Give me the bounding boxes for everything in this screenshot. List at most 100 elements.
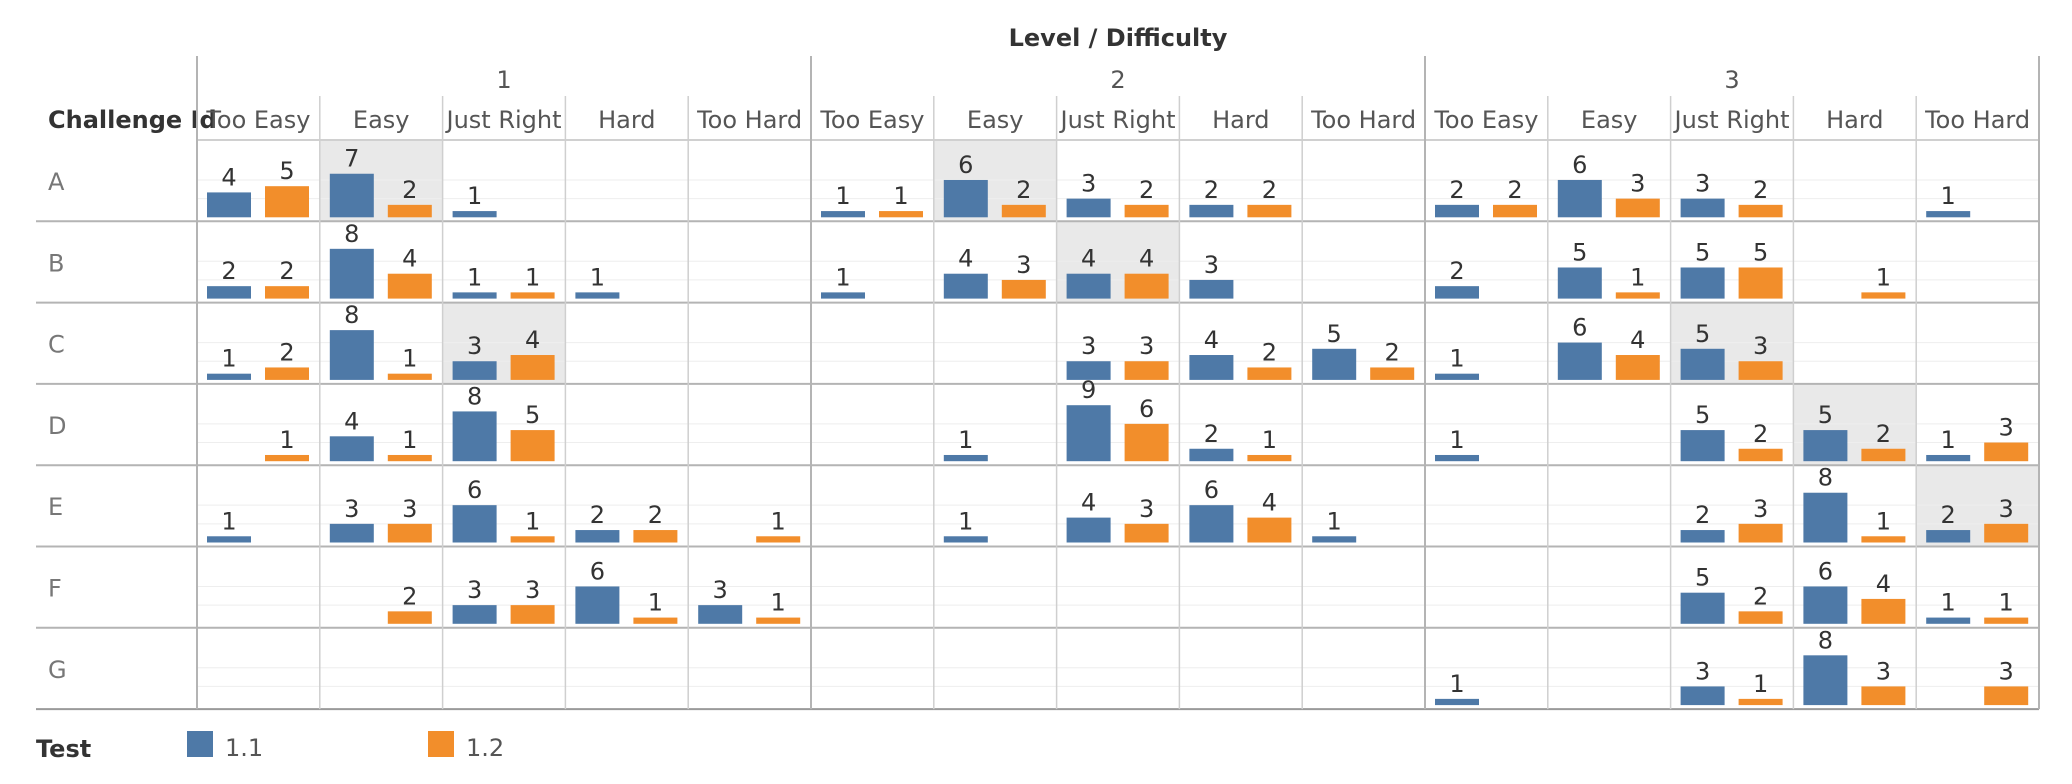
bar — [1189, 355, 1234, 380]
bar — [452, 361, 497, 380]
bar — [387, 454, 432, 462]
data-label: 2 — [1695, 501, 1710, 529]
data-label: 6 — [1204, 476, 1219, 504]
data-label: 2 — [1262, 338, 1277, 366]
data-label: 3 — [1753, 332, 1768, 360]
data-label: 5 — [1695, 401, 1710, 429]
bar — [207, 192, 251, 218]
legend-swatch — [428, 731, 454, 757]
bar — [821, 292, 865, 299]
bar — [1189, 505, 1234, 543]
data-label: 4 — [958, 245, 973, 273]
bar — [1803, 430, 1848, 462]
column-headers: 1 2 3 Too Easy Easy Just Right Hard Too Hard Too… — [205, 66, 2030, 134]
data-label: 3 — [1695, 657, 1710, 685]
bar — [265, 454, 309, 462]
data-label: 6 — [1572, 151, 1587, 179]
bar — [1738, 267, 1783, 299]
data-label: 5 — [1753, 238, 1768, 266]
data-label: 1 — [402, 345, 417, 373]
bar — [1926, 617, 1971, 624]
data-label: 3 — [1876, 657, 1891, 685]
data-label: 2 — [590, 501, 605, 529]
data-label: 3 — [713, 576, 728, 604]
data-label: 4 — [1876, 570, 1891, 598]
bar — [1312, 536, 1357, 543]
bar — [387, 611, 432, 624]
data-label: 1 — [835, 263, 850, 291]
data-label: 1 — [590, 263, 605, 291]
bar — [575, 530, 620, 543]
difficulty-header: Hard — [1212, 106, 1269, 134]
difficulty-header: Easy — [353, 106, 410, 134]
bar — [1926, 454, 1971, 462]
data-label: 1 — [1753, 670, 1768, 698]
data-label: 3 — [1139, 495, 1154, 523]
data-label: 4 — [1204, 326, 1219, 354]
data-label: 1 — [648, 589, 663, 617]
legend-label: 1.2 — [466, 734, 504, 762]
bar — [821, 211, 865, 218]
data-label: 1 — [893, 182, 908, 210]
bar — [1738, 448, 1783, 462]
data-label: 8 — [467, 382, 482, 410]
bar — [575, 292, 620, 299]
bar — [1738, 523, 1783, 543]
bar — [756, 617, 801, 624]
data-label: 1 — [1327, 507, 1342, 535]
row-header: Challenge Id — [48, 106, 217, 134]
data-label: 3 — [1999, 657, 2014, 685]
bar — [1803, 586, 1848, 624]
row-label: C — [48, 331, 65, 359]
bar — [1680, 686, 1725, 706]
bar — [329, 330, 374, 380]
legend-title: Test — [36, 735, 91, 763]
bar — [1066, 361, 1111, 380]
difficulty-header: Too Hard — [1924, 106, 2030, 134]
difficulty-header: Just Right — [1672, 106, 1789, 134]
bar — [1861, 292, 1906, 299]
data-label: 3 — [1999, 414, 2014, 442]
bar — [1435, 698, 1479, 706]
data-label: 1 — [1449, 345, 1464, 373]
data-label: 6 — [1572, 314, 1587, 342]
bar — [943, 179, 988, 218]
bar — [1861, 686, 1906, 706]
difficulty-header: Easy — [967, 106, 1024, 134]
level-header: 2 — [1110, 66, 1125, 94]
data-label: 1 — [279, 426, 294, 454]
data-label: 2 — [648, 501, 663, 529]
data-label: 2 — [1204, 176, 1219, 204]
row-label: G — [48, 656, 67, 684]
bar — [1680, 348, 1725, 380]
data-label: 1 — [835, 182, 850, 210]
legend-label: 1.1 — [225, 734, 263, 762]
data-label: 1 — [958, 426, 973, 454]
data-label: 3 — [467, 576, 482, 604]
bar — [1861, 598, 1906, 624]
data-label: 3 — [1630, 170, 1645, 198]
bar — [265, 186, 309, 218]
bar — [1984, 617, 2029, 624]
bar — [1738, 698, 1783, 706]
difficulty-header: Just Right — [1058, 106, 1175, 134]
data-label: 1 — [221, 345, 236, 373]
difficulty-header: Too Easy — [205, 106, 310, 134]
data-label: 1 — [771, 589, 786, 617]
bar — [1124, 523, 1169, 543]
bar — [1435, 454, 1479, 462]
bar — [575, 586, 620, 624]
data-label: 4 — [1262, 489, 1277, 517]
bar — [1984, 442, 2029, 462]
data-label: 4 — [1081, 245, 1096, 273]
data-label: 5 — [1572, 238, 1587, 266]
bar — [452, 292, 497, 299]
bar — [387, 204, 432, 218]
data-label: 3 — [1695, 170, 1710, 198]
bar — [1247, 517, 1292, 543]
data-label: 9 — [1081, 376, 1096, 404]
bar — [633, 530, 678, 543]
data-label: 5 — [525, 401, 540, 429]
bar — [1615, 198, 1660, 218]
